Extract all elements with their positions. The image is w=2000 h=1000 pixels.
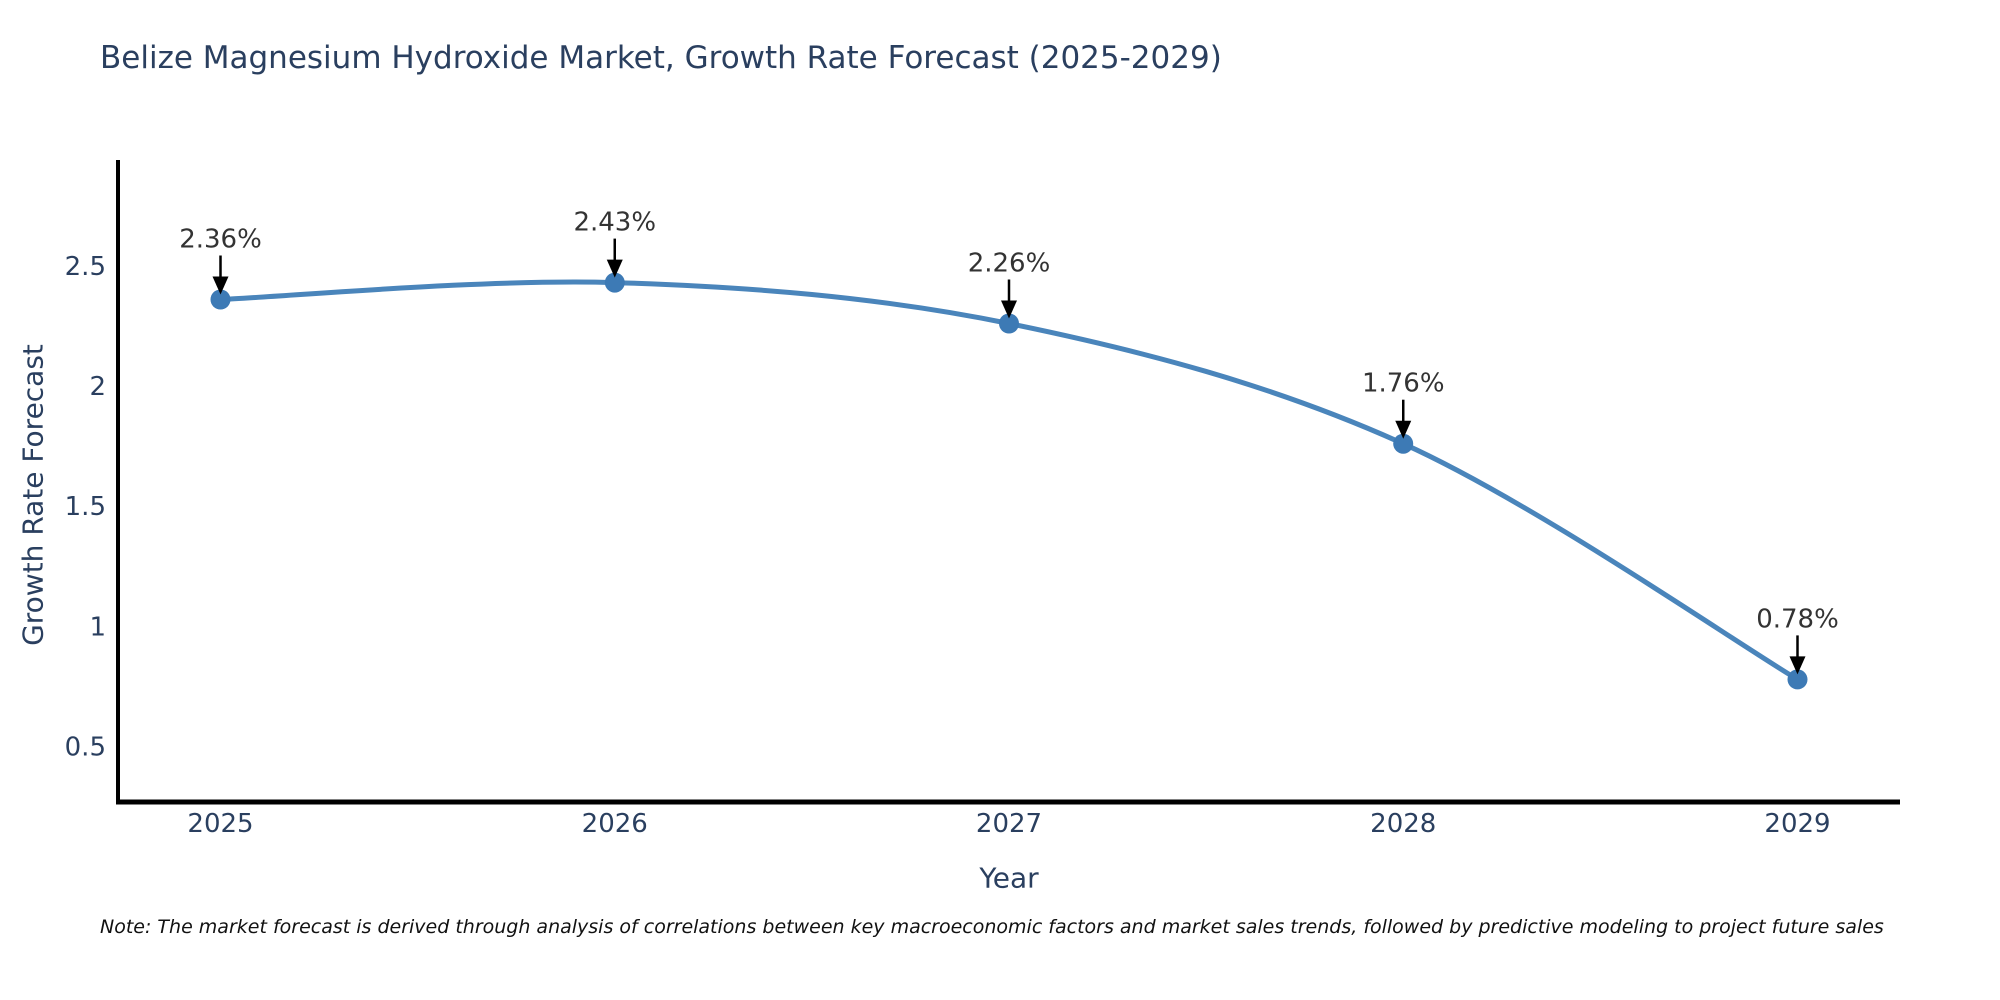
y-tick-label: 0.5 [65, 733, 106, 763]
x-tick-label: 2028 [1370, 809, 1436, 839]
x-axis-title: Year [979, 861, 1039, 895]
data-point-marker[interactable] [1787, 669, 1808, 690]
annotation-arrowhead-icon [1789, 656, 1806, 675]
point-annotation-label: 2.26% [968, 249, 1051, 279]
x-tick-label: 2027 [976, 809, 1042, 839]
point-annotation-label: 2.43% [573, 208, 656, 238]
x-tick-label: 2026 [582, 809, 648, 839]
y-axis-title: Growth Rate Forecast [16, 344, 50, 646]
annotation-arrowhead-icon [606, 259, 623, 278]
y-tick-label: 2.5 [65, 252, 106, 282]
point-annotation-label: 1.76% [1362, 369, 1445, 399]
y-tick-label: 1.5 [65, 492, 106, 522]
data-point-marker[interactable] [1393, 433, 1414, 454]
x-tick-label: 2029 [1764, 809, 1830, 839]
data-point-marker[interactable] [604, 272, 625, 293]
annotation-arrowhead-icon [1395, 420, 1412, 439]
series-line [218, 279, 1800, 682]
annotation-arrowhead-icon [1001, 300, 1017, 319]
y-tick-label: 1 [89, 612, 106, 642]
x-tick-label: 2025 [187, 809, 253, 839]
chart-title: Belize Magnesium Hydroxide Market, Growt… [100, 40, 1222, 76]
footnote: Note: The market forecast is derived thr… [100, 916, 1884, 938]
data-point-marker[interactable] [999, 313, 1019, 334]
annotation-arrowhead-icon [212, 276, 229, 295]
data-point-marker[interactable] [210, 289, 231, 310]
point-annotation-label: 0.78% [1756, 604, 1839, 634]
y-tick-label: 2 [89, 372, 106, 402]
point-annotation-label: 2.36% [179, 225, 262, 255]
